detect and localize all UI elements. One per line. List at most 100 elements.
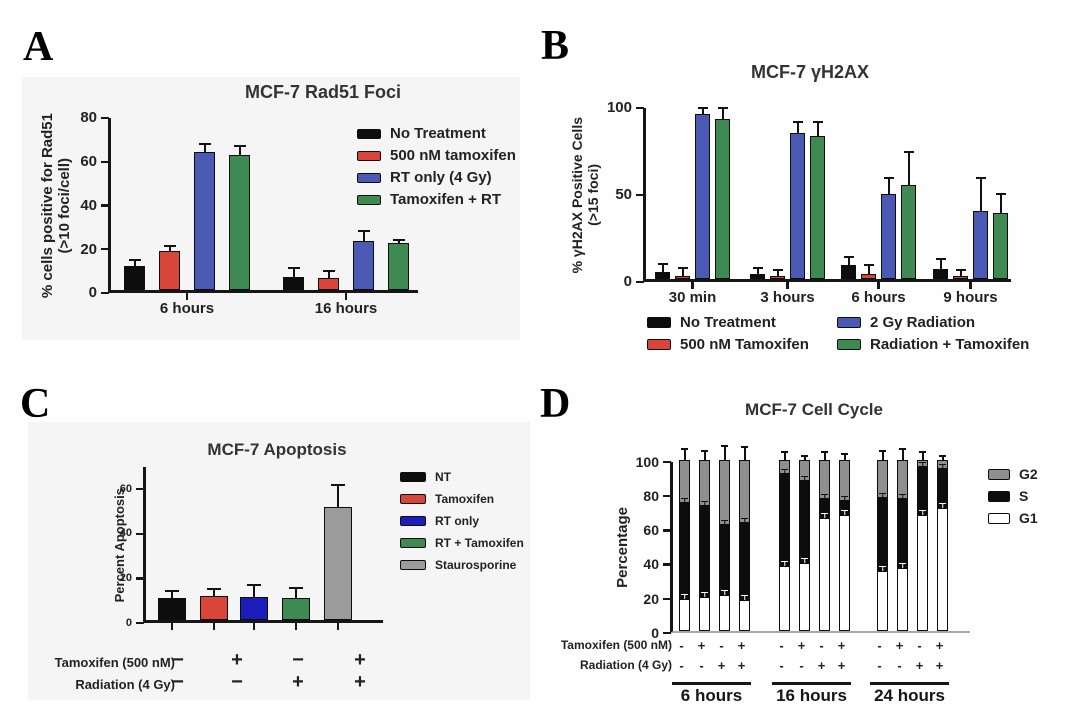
bar-segment-g1 bbox=[779, 566, 790, 631]
inner-error-bar bbox=[721, 519, 728, 525]
tamoxifen-sign: - bbox=[917, 638, 922, 653]
panel-c-plot-area: 0 20 40 60 bbox=[120, 467, 383, 630]
panel-a-title: MCF-7 Rad51 Foci bbox=[244, 82, 402, 102]
inner-error-bar bbox=[821, 494, 828, 499]
y-axis-tick bbox=[636, 193, 644, 197]
error-bar bbox=[841, 453, 848, 460]
bar bbox=[158, 597, 186, 620]
y-axis-tick-label: 0 bbox=[125, 616, 132, 629]
inner-error-bar bbox=[879, 492, 886, 498]
x-axis-tick bbox=[252, 623, 256, 630]
legend-item: S bbox=[988, 488, 1028, 504]
category-label: 3 hours bbox=[760, 289, 815, 306]
inner-error-bar bbox=[899, 494, 906, 499]
panel-a: A MCF-7 Rad51 Foci % cells positive for … bbox=[20, 18, 525, 350]
radiation-sign: - bbox=[877, 658, 882, 673]
bar bbox=[675, 275, 690, 279]
y-axis-tick bbox=[636, 280, 644, 284]
bar-segment-g1 bbox=[839, 514, 850, 631]
bar-segment-g2 bbox=[839, 460, 850, 502]
error-bar bbox=[322, 270, 335, 278]
legend-label: Tamoxifen bbox=[435, 492, 495, 506]
error-bar bbox=[717, 106, 728, 119]
tamoxifen-sign: - bbox=[819, 638, 824, 653]
y-axis-label-line: % γH2AX Positive Cells bbox=[569, 116, 585, 274]
error-bar bbox=[357, 229, 370, 241]
legend-swatch bbox=[400, 538, 426, 548]
panel-a-background bbox=[22, 77, 520, 340]
treatment-sign: − bbox=[172, 649, 184, 671]
legend-label: 2 Gy Radiation bbox=[870, 314, 976, 331]
error-bar bbox=[165, 589, 179, 598]
tamoxifen-sign: + bbox=[837, 638, 846, 653]
y-axis-tick bbox=[663, 631, 671, 635]
treatment-row-label: Tamoxifen (500 nM) bbox=[560, 638, 672, 652]
x-axis-tick bbox=[877, 282, 880, 289]
bar-segment-g1 bbox=[679, 598, 690, 631]
error-bar bbox=[883, 177, 894, 194]
x-axis-tick bbox=[336, 623, 340, 630]
group-underline bbox=[772, 682, 851, 685]
legend-item: Tamoxifen bbox=[400, 492, 494, 506]
inner-error-bar bbox=[899, 562, 906, 568]
inner-error-bar bbox=[741, 518, 748, 523]
error-bar bbox=[677, 266, 688, 276]
bar-segment-g1 bbox=[819, 518, 830, 631]
legend-swatch bbox=[357, 150, 381, 161]
legend-label: G1 bbox=[1019, 510, 1038, 526]
y-axis-tick bbox=[101, 204, 109, 207]
group-underline bbox=[870, 682, 949, 685]
bar-segment-s bbox=[779, 473, 790, 567]
bar-segment-g2 bbox=[739, 460, 750, 524]
legend-label: Radiation + Tamoxifen bbox=[870, 336, 1030, 353]
y-axis-label-line: (>15 foci) bbox=[585, 164, 601, 226]
legend-swatch bbox=[647, 339, 671, 350]
legend-swatch bbox=[400, 472, 426, 482]
treatment-sign: − bbox=[231, 671, 243, 693]
error-bar bbox=[198, 143, 211, 152]
error-bar bbox=[935, 258, 946, 268]
treatment-sign: + bbox=[354, 671, 366, 693]
legend-item: No Treatment bbox=[357, 125, 486, 142]
error-bar bbox=[955, 268, 966, 276]
panel-d: D MCF-7 Cell Cycle Percentage 0 20 40 60 80 1… bbox=[535, 372, 1080, 723]
legend-swatch bbox=[400, 494, 426, 504]
error-bar bbox=[233, 144, 246, 156]
tamoxifen-sign: + bbox=[737, 638, 746, 653]
treatment-sign: + bbox=[354, 649, 366, 671]
y-axis-tick bbox=[136, 488, 144, 491]
inner-error-bar bbox=[841, 509, 848, 515]
y-axis-tick-label: 0 bbox=[623, 273, 632, 291]
panel-d-title: MCF-7 Cell Cycle bbox=[745, 400, 883, 419]
tamoxifen-sign: - bbox=[779, 638, 784, 653]
inner-error-bar bbox=[721, 590, 728, 595]
tamoxifen-sign: + bbox=[697, 638, 706, 653]
error-bar bbox=[801, 454, 808, 460]
legend-item: 500 nM tamoxifen bbox=[357, 147, 516, 164]
group-label: 16 hours bbox=[776, 686, 847, 705]
y-axis-tick-label: 80 bbox=[80, 109, 97, 127]
legend-label: S bbox=[1019, 488, 1029, 504]
bar-segment-g1 bbox=[877, 571, 888, 631]
bar bbox=[282, 597, 310, 620]
legend-item: Tamoxifen + RT bbox=[357, 191, 501, 208]
radiation-sign: - bbox=[897, 658, 902, 673]
legend-item: RT only (4 Gy) bbox=[357, 169, 492, 186]
y-axis-tick bbox=[663, 460, 671, 464]
radiation-sign: + bbox=[737, 658, 746, 673]
y-axis-label-line: Percentage bbox=[613, 507, 631, 588]
category-label: 6 hours bbox=[851, 289, 906, 306]
inner-error-bar bbox=[919, 461, 926, 467]
y-axis-tick-label: 0 bbox=[651, 624, 659, 641]
error-bar bbox=[899, 448, 906, 460]
radiation-sign: + bbox=[717, 658, 726, 673]
treatment-row-label: Tamoxifen (500 nM) bbox=[54, 655, 175, 670]
error-bar bbox=[792, 120, 803, 133]
radiation-sign: + bbox=[817, 658, 826, 673]
bar-segment-g1 bbox=[739, 600, 750, 631]
y-axis-tick bbox=[136, 577, 144, 580]
bar-segment-s bbox=[739, 523, 750, 601]
bar-segment-s bbox=[679, 502, 690, 599]
error-bar bbox=[701, 449, 708, 460]
y-axis-tick bbox=[101, 160, 109, 163]
